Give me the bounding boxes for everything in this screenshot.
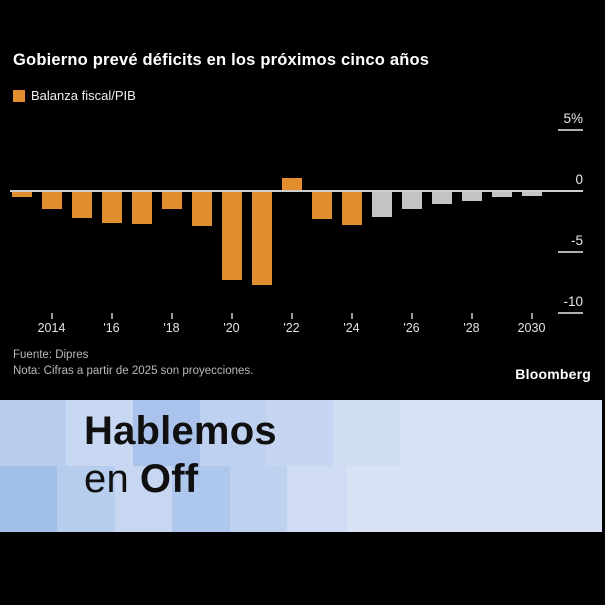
- chart-legend: Balanza fiscal/PIB: [13, 88, 136, 103]
- bar-2026: [401, 191, 422, 210]
- y-tick-dash: [558, 251, 583, 253]
- y-tick-dash: [558, 129, 583, 131]
- promo-banner: [0, 400, 602, 532]
- x-tick: [230, 313, 233, 319]
- x-tick-label: '28: [463, 321, 480, 335]
- bar-2027: [431, 191, 452, 205]
- mosaic-tile: [133, 400, 200, 466]
- bar-2020: [221, 191, 242, 281]
- banner-headline: Hablemos en Off: [84, 407, 277, 503]
- bar-2019: [191, 191, 212, 227]
- x-tick-label: '24: [343, 321, 360, 335]
- x-tick: [410, 313, 413, 319]
- bar-2014: [41, 191, 62, 210]
- mosaic-tile: [57, 466, 115, 532]
- mosaic-tile: [230, 466, 287, 532]
- x-tick-label: 2014: [37, 321, 66, 335]
- bar-2015: [71, 191, 92, 218]
- bloomberg-logo: Bloomberg: [515, 366, 591, 382]
- mosaic-tile: [266, 400, 333, 466]
- x-tick-label: '16: [103, 321, 120, 335]
- chart-title: Gobierno prevé déficits en los próximos …: [13, 51, 430, 69]
- x-tick-label: '18: [163, 321, 180, 335]
- bar-2028: [461, 191, 482, 201]
- bar-2024: [341, 191, 362, 226]
- note-text: Nota: Cifras a partir de 2025 son proyec…: [13, 365, 254, 377]
- banner-headline-line1: Hablemos: [84, 409, 277, 453]
- mosaic-tile: [0, 400, 66, 466]
- banner-mosaic-row-top: [0, 400, 602, 466]
- x-tick-label: 2030: [517, 321, 546, 335]
- mosaic-tile: [400, 400, 602, 466]
- mosaic-tile: [66, 400, 133, 466]
- x-tick: [470, 313, 473, 319]
- x-tick: [530, 313, 533, 319]
- mosaic-tile: [115, 466, 172, 532]
- mosaic-tile: [0, 466, 57, 532]
- y-tick-label: -10: [563, 294, 583, 309]
- bar-2021: [251, 191, 272, 285]
- banner-headline-line2: en Off: [84, 457, 199, 501]
- bar-2022: [281, 177, 302, 191]
- bar-2013: [11, 191, 32, 198]
- x-tick-label: '20: [223, 321, 240, 335]
- x-tick: [110, 313, 113, 319]
- mosaic-tile: [347, 466, 602, 532]
- bar-2017: [131, 191, 152, 224]
- mosaic-tile: [172, 466, 230, 532]
- y-tick-label: 5%: [563, 111, 583, 126]
- x-tick-label: '26: [403, 321, 420, 335]
- bar-2023: [311, 191, 332, 220]
- banner-mosaic-row-bottom: [0, 466, 602, 532]
- bar-2030: [521, 191, 542, 196]
- source-text: Fuente: Dipres: [13, 349, 89, 361]
- mosaic-tile: [200, 400, 266, 466]
- x-tick: [170, 313, 173, 319]
- y-tick-label: 0: [575, 172, 583, 187]
- x-tick: [290, 313, 293, 319]
- bar-2016: [101, 191, 122, 223]
- mosaic-tile: [333, 400, 400, 466]
- zero-axis-line: [10, 190, 583, 192]
- legend-label: Balanza fiscal/PIB: [31, 88, 136, 103]
- bar-2018: [161, 191, 182, 210]
- x-tick: [50, 313, 53, 319]
- mosaic-tile: [287, 466, 347, 532]
- x-tick: [350, 313, 353, 319]
- bar-2029: [491, 191, 512, 198]
- y-tick-dash: [558, 312, 583, 314]
- bar-2025: [371, 191, 392, 217]
- y-tick-label: -5: [570, 233, 583, 248]
- x-tick-label: '22: [283, 321, 300, 335]
- legend-swatch-icon: [13, 89, 25, 102]
